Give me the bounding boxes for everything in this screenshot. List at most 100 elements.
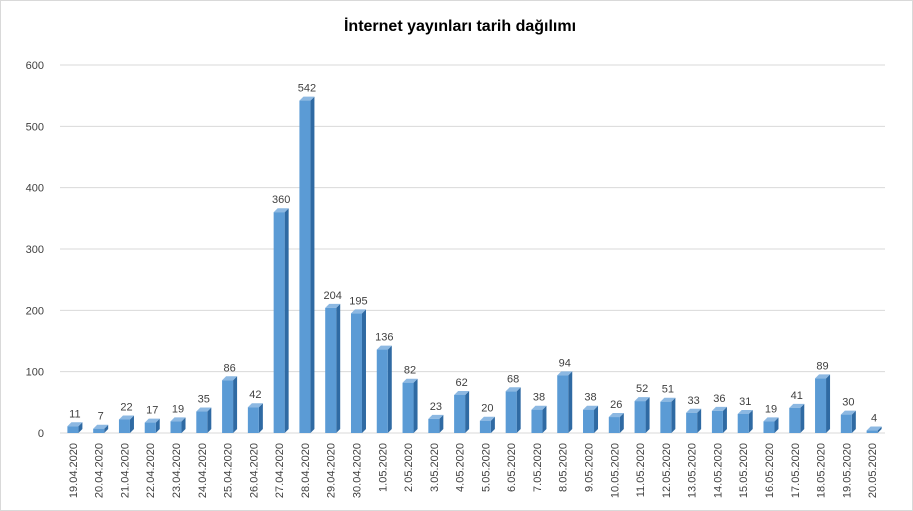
bar [686, 412, 698, 433]
bar-top [273, 208, 289, 213]
bar [93, 428, 105, 433]
bar-top [866, 426, 882, 431]
x-tick-label: 7.05.2020 [532, 443, 544, 492]
bar-top [93, 424, 109, 429]
value-label: 23 [430, 401, 442, 413]
bar [247, 407, 259, 433]
x-tick-label: 1.05.2020 [377, 443, 389, 492]
bar-top [557, 371, 573, 376]
bar-side [877, 426, 882, 433]
y-tick-label: 400 [26, 183, 44, 195]
bar-top [583, 405, 599, 410]
y-tick-label: 0 [38, 428, 44, 440]
y-tick-label: 100 [26, 367, 44, 379]
bar-side [284, 208, 289, 433]
bar-top [222, 376, 238, 381]
bar [299, 100, 311, 433]
bar-side [774, 417, 779, 433]
bar-top [660, 397, 676, 402]
bar [531, 409, 543, 433]
bar-side [645, 397, 650, 433]
bar [170, 421, 182, 433]
bar-side [851, 410, 856, 433]
value-label: 82 [404, 365, 416, 377]
bar-side [826, 374, 831, 433]
value-label: 38 [533, 392, 545, 404]
bar-side [594, 405, 599, 433]
bar [711, 410, 723, 433]
bar-top [531, 405, 547, 410]
bar-top [686, 408, 702, 413]
x-tick-label: 25.04.2020 [223, 443, 235, 498]
x-tick-label: 17.05.2020 [790, 443, 802, 498]
x-tick-label: 10.05.2020 [609, 443, 621, 498]
bar-top [196, 407, 212, 412]
x-tick-label: 14.05.2020 [712, 443, 724, 498]
value-label: 68 [507, 373, 519, 385]
x-tick-label: 29.04.2020 [326, 443, 338, 498]
x-tick-label: 19.05.2020 [841, 443, 853, 498]
bar-side [697, 408, 702, 433]
bar-side [155, 418, 160, 433]
bar-side [516, 387, 521, 433]
bar [763, 421, 775, 433]
bar [402, 382, 414, 433]
x-tick-label: 15.05.2020 [738, 443, 750, 498]
value-label: 38 [584, 392, 596, 404]
bar [196, 411, 208, 433]
value-label: 94 [559, 357, 571, 369]
x-tick-label: 11.05.2020 [635, 443, 647, 497]
bar-side [671, 397, 676, 433]
value-label: 19 [172, 403, 184, 415]
x-tick-label: 18.05.2020 [816, 443, 828, 498]
bar [479, 420, 491, 433]
bar [634, 401, 646, 433]
bar [840, 414, 852, 433]
value-label: 26 [610, 399, 622, 411]
bar [428, 418, 440, 433]
bar-top [144, 418, 160, 423]
value-label: 4 [871, 413, 877, 425]
value-label: 360 [272, 194, 290, 206]
value-label: 89 [816, 360, 828, 372]
value-label: 33 [688, 395, 700, 407]
bar-side [258, 403, 263, 433]
bar [815, 378, 827, 433]
bar-top [763, 417, 779, 422]
value-label: 30 [842, 397, 854, 409]
x-tick-label: 16.05.2020 [764, 443, 776, 498]
x-tick-label: 27.04.2020 [274, 443, 286, 498]
bar-top [402, 378, 418, 383]
bar [866, 430, 878, 433]
bar-top [376, 345, 392, 350]
value-label: 31 [739, 396, 751, 408]
bar [273, 212, 285, 433]
bar-side [439, 414, 444, 433]
bar-side [129, 415, 134, 433]
value-label: 11 [69, 408, 80, 420]
x-tick-label: 24.04.2020 [197, 443, 209, 498]
x-tick-label: 3.05.2020 [429, 443, 441, 492]
bar-top [247, 403, 263, 408]
bar-side [465, 390, 470, 433]
bar-side [233, 376, 238, 433]
bar [67, 426, 79, 433]
x-tick-label: 22.04.2020 [145, 443, 157, 498]
bar-side [800, 403, 805, 433]
value-label: 19 [765, 403, 777, 415]
value-label: 41 [791, 390, 803, 402]
bar-top [67, 422, 83, 427]
x-tick-label: 5.05.2020 [480, 443, 492, 492]
y-tick-label: 300 [26, 244, 44, 256]
bar-top [711, 406, 727, 411]
value-label: 20 [481, 403, 493, 415]
y-tick-label: 600 [26, 60, 44, 72]
x-tick-label: 4.05.2020 [455, 443, 467, 492]
x-tick-label: 9.05.2020 [584, 443, 596, 492]
bar-side [387, 345, 392, 433]
bar-side [78, 422, 83, 433]
value-label: 195 [349, 295, 367, 307]
value-label: 42 [249, 389, 261, 401]
bar [118, 419, 130, 433]
